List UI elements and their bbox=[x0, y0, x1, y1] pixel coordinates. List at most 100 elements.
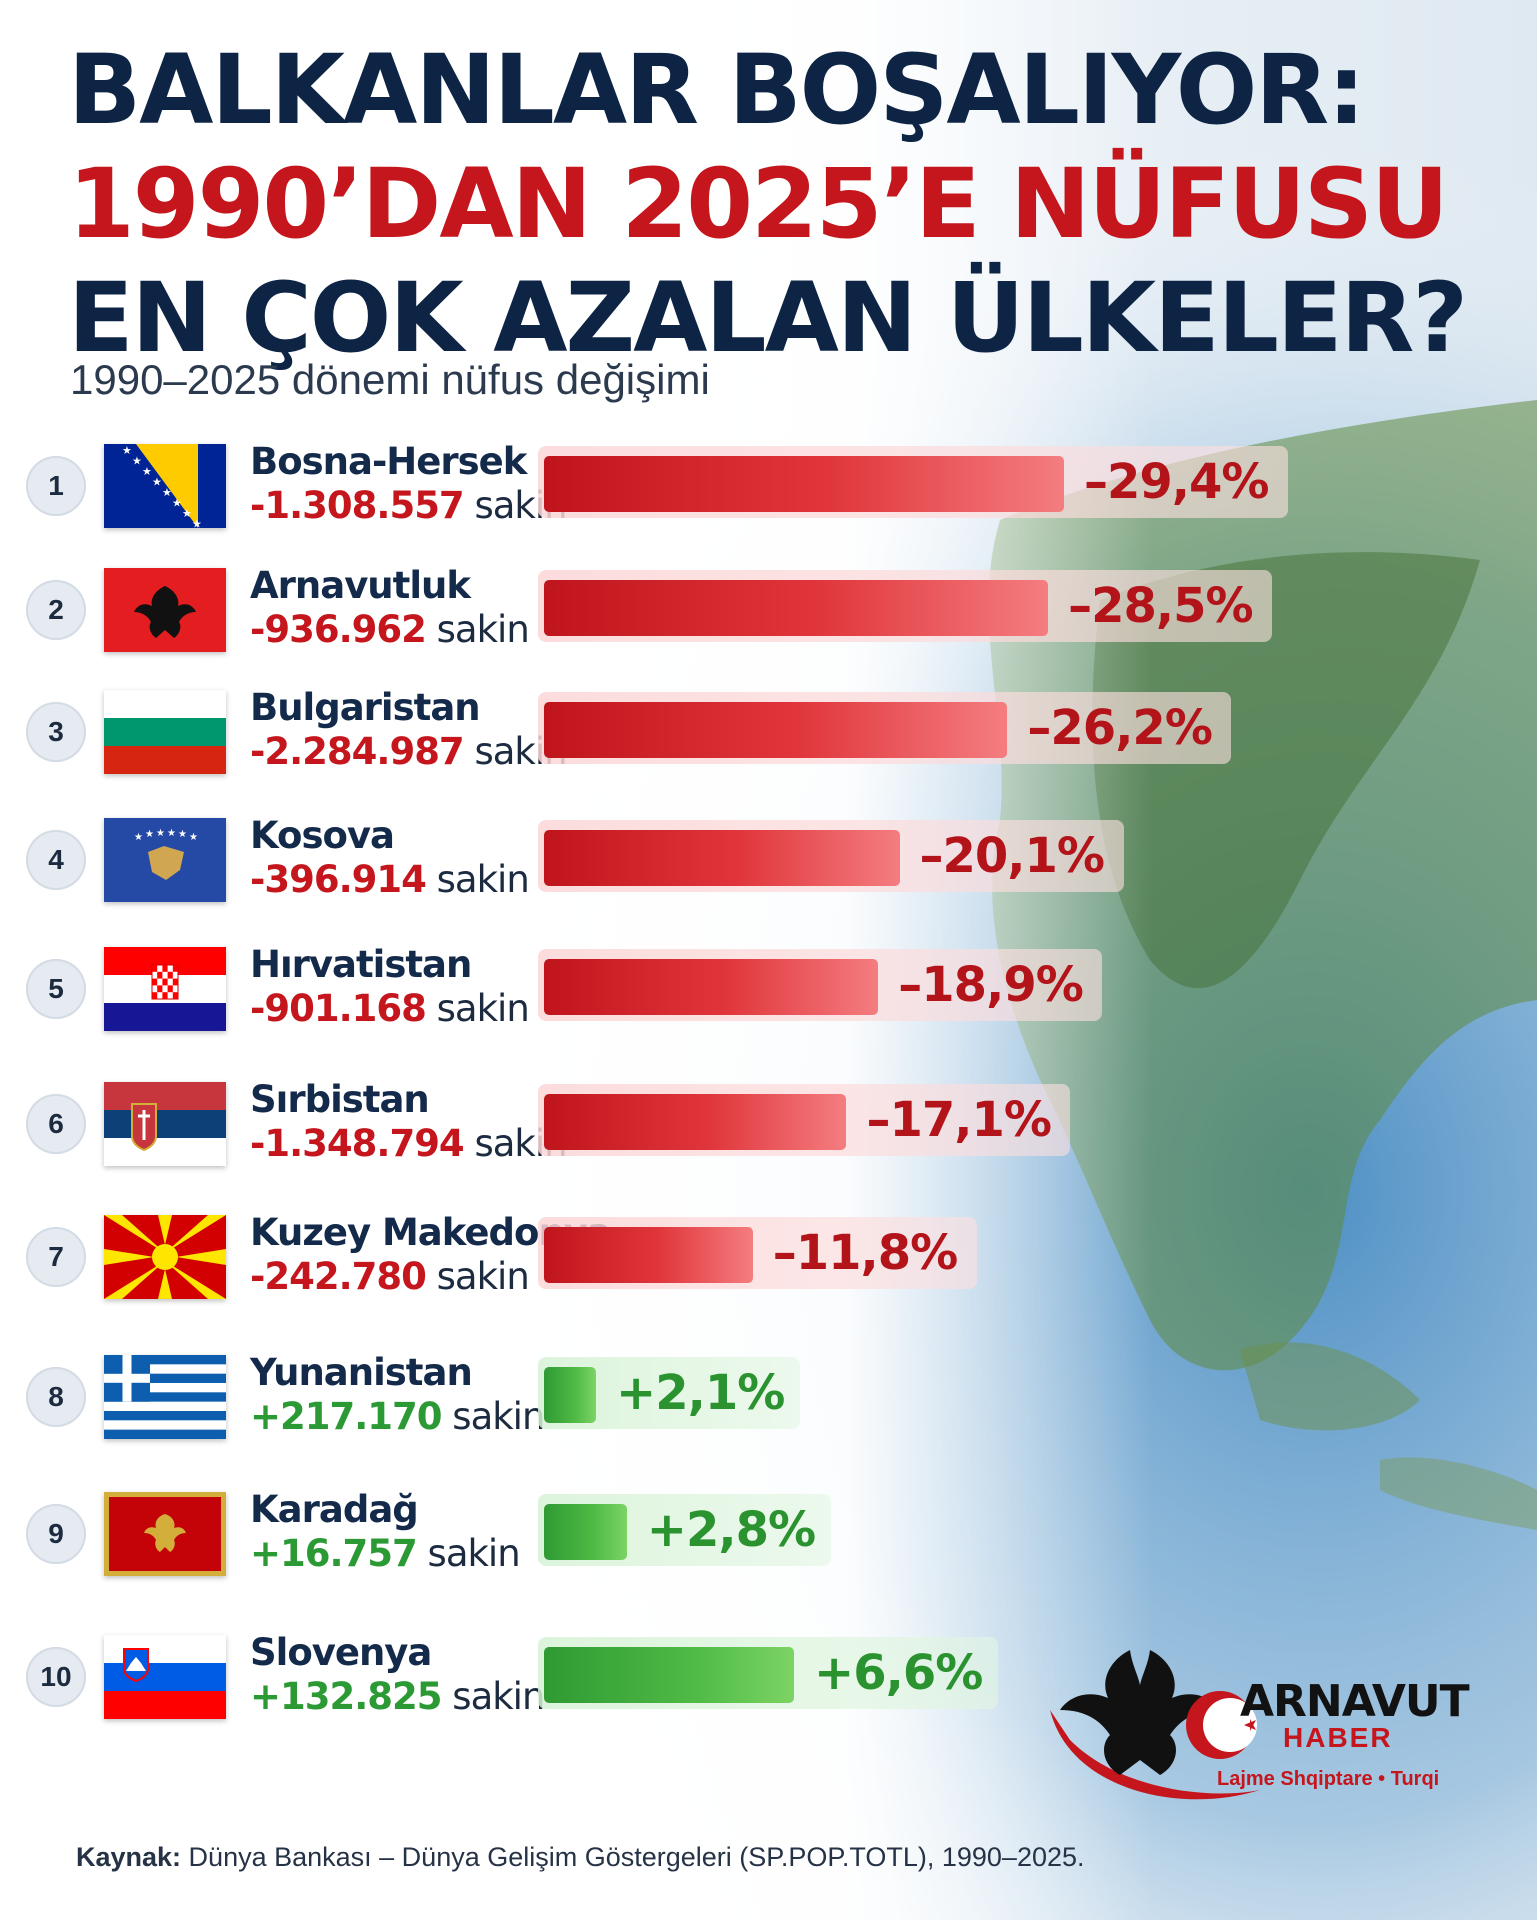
source-note: Kaynak: Dünya Bankası – Dünya Gelişim Gö… bbox=[76, 1842, 1085, 1873]
population-change-suffix: sakin bbox=[436, 987, 530, 1030]
population-change: -396.914 sakin bbox=[250, 858, 530, 901]
svg-text:★: ★ bbox=[156, 828, 165, 839]
chart-row-1: 1 ★ ★ ★ ★ ★ ★ ★ ★ Bosna-Hersek -1.308.557 sakin… bbox=[0, 432, 1537, 532]
country-name: Kosova bbox=[250, 814, 395, 857]
north-macedonia-flag-icon bbox=[104, 1215, 226, 1299]
svg-text:★: ★ bbox=[192, 519, 202, 529]
chart-row-8: 8 Yunanistan +217.170 sakin +2,1% bbox=[0, 1343, 1537, 1443]
rank-badge: 3 bbox=[26, 702, 86, 762]
population-change: -936.962 sakin bbox=[250, 608, 530, 651]
source-text: Dünya Bankası – Dünya Gelişim Göstergele… bbox=[181, 1842, 1085, 1872]
rank-badge: 5 bbox=[26, 959, 86, 1019]
country-name: Bulgaristan bbox=[250, 686, 481, 729]
country-name: Karadağ bbox=[250, 1488, 419, 1531]
bulgaria-flag-icon bbox=[104, 690, 226, 774]
population-change-value: +217.170 bbox=[250, 1395, 443, 1438]
bar bbox=[544, 580, 1049, 636]
population-change: +217.170 sakin bbox=[250, 1395, 545, 1438]
country-name: Slovenya bbox=[250, 1631, 432, 1674]
svg-text:★: ★ bbox=[132, 456, 142, 468]
double-headed-eagle-crescent-logo bbox=[1050, 1650, 1260, 1800]
population-change-value: -242.780 bbox=[250, 1255, 427, 1298]
rank-badge: 7 bbox=[26, 1227, 86, 1287]
bar-value-label: –11,8% bbox=[772, 1225, 959, 1281]
svg-text:★: ★ bbox=[145, 829, 154, 840]
slovenia-flag-icon bbox=[104, 1635, 226, 1719]
chart-row-10: 10 Slovenya +132.825 sakin +6,6% bbox=[0, 1623, 1537, 1723]
population-change-value: +16.757 bbox=[250, 1532, 418, 1575]
rank-badge: 10 bbox=[26, 1647, 86, 1707]
bar-value-label: –17,1% bbox=[866, 1092, 1052, 1148]
bar bbox=[544, 1227, 753, 1283]
bar bbox=[544, 1647, 794, 1703]
title-line-3: EN ÇOK AZALAN ÜLKELER? bbox=[68, 262, 1468, 374]
population-change-suffix: sakin bbox=[452, 1395, 545, 1438]
brand-subname: HABER bbox=[1283, 1722, 1393, 1753]
svg-text:★: ★ bbox=[152, 477, 162, 489]
population-change-value: -901.168 bbox=[250, 987, 427, 1030]
bar bbox=[544, 959, 879, 1015]
albania-flag-icon bbox=[104, 568, 226, 652]
source-label: Kaynak: bbox=[76, 1842, 182, 1872]
bar-value-label: –28,5% bbox=[1068, 578, 1254, 634]
rank-badge: 4 bbox=[26, 830, 86, 890]
country-name: Yunanistan bbox=[250, 1351, 473, 1394]
population-change-suffix: sakin bbox=[436, 1255, 530, 1298]
kosovo-flag-icon: ★ ★ ★ ★ ★ ★ bbox=[104, 818, 226, 902]
serbia-flag-icon bbox=[104, 1082, 226, 1166]
country-name: Hırvatistan bbox=[250, 943, 472, 986]
svg-text:★: ★ bbox=[172, 498, 182, 510]
brand-tagline: Lajme Shqiptare • Turqi bbox=[1217, 1768, 1440, 1790]
croatia-flag-icon bbox=[104, 947, 226, 1031]
bar bbox=[544, 1504, 627, 1560]
chart-row-6: 6 Sırbistan -1.348.794 sakin –17,1% bbox=[0, 1070, 1537, 1170]
population-change: +16.757 sakin bbox=[250, 1532, 521, 1575]
bar bbox=[544, 702, 1008, 758]
bar-value-label: +6,6% bbox=[814, 1645, 983, 1701]
population-change: -901.168 sakin bbox=[250, 987, 530, 1030]
bar-value-label: –20,1% bbox=[919, 828, 1106, 884]
population-change: -242.780 sakin bbox=[250, 1255, 530, 1298]
population-change-value: -936.962 bbox=[250, 608, 427, 651]
population-change-value: -1.348.794 bbox=[250, 1122, 465, 1165]
population-change-value: -1.308.557 bbox=[250, 484, 465, 527]
svg-text:★: ★ bbox=[178, 829, 187, 840]
bar-value-label: –29,4% bbox=[1084, 454, 1270, 510]
svg-text:★: ★ bbox=[162, 487, 172, 499]
population-change-value: -2.284.987 bbox=[250, 730, 465, 773]
svg-text:★: ★ bbox=[122, 445, 132, 457]
population-change: -1.348.794 sakin bbox=[250, 1122, 568, 1165]
population-change: -2.284.987 sakin bbox=[250, 730, 568, 773]
chart-row-2: 2 Arnavutluk -936.962 sakin –28,5% bbox=[0, 556, 1537, 656]
bar bbox=[544, 456, 1064, 512]
chart-row-4: 4 ★ ★ ★ ★ ★ ★ Kosova -396.914 sakin –20,1% bbox=[0, 806, 1537, 906]
rank-badge: 8 bbox=[26, 1367, 86, 1427]
bosnia-flag-icon: ★ ★ ★ ★ ★ ★ ★ ★ bbox=[104, 444, 226, 528]
brand-name: ARNAVUT bbox=[1240, 1676, 1470, 1727]
population-change-value: +132.825 bbox=[250, 1675, 443, 1718]
greece-flag-icon bbox=[104, 1355, 226, 1439]
montenegro-flag-icon bbox=[104, 1492, 226, 1576]
population-change-suffix: sakin bbox=[436, 858, 530, 901]
population-change-suffix: sakin bbox=[427, 1532, 521, 1575]
population-change: -1.308.557 sakin bbox=[250, 484, 568, 527]
population-change-suffix: sakin bbox=[436, 608, 530, 651]
svg-text:★: ★ bbox=[167, 828, 176, 839]
svg-text:★: ★ bbox=[182, 508, 192, 520]
rank-badge: 9 bbox=[26, 1504, 86, 1564]
rank-badge: 6 bbox=[26, 1094, 86, 1154]
chart-row-9: 9 Karadağ +16.757 sakin +2,8% bbox=[0, 1480, 1537, 1580]
bar-value-label: +2,1% bbox=[616, 1365, 785, 1421]
population-change-suffix: sakin bbox=[452, 1675, 545, 1718]
bar bbox=[544, 1094, 847, 1150]
svg-text:★: ★ bbox=[134, 832, 143, 843]
title-line-2: 1990’DAN 2025’E NÜFUSU bbox=[68, 148, 1449, 260]
bar-value-label: –18,9% bbox=[898, 957, 1084, 1013]
title-line-1: BALKANLAR BOŞALIYOR: bbox=[68, 34, 1366, 146]
chart-row-7: 7 Kuzey Makedonya -242.780 sakin –11,8% bbox=[0, 1203, 1537, 1303]
chart-row-3: 3 Bulgaristan -2.284.987 sakin –26,2% bbox=[0, 678, 1537, 778]
rank-badge: 2 bbox=[26, 580, 86, 640]
population-change-value: -396.914 bbox=[250, 858, 427, 901]
svg-text:★: ★ bbox=[189, 832, 198, 843]
